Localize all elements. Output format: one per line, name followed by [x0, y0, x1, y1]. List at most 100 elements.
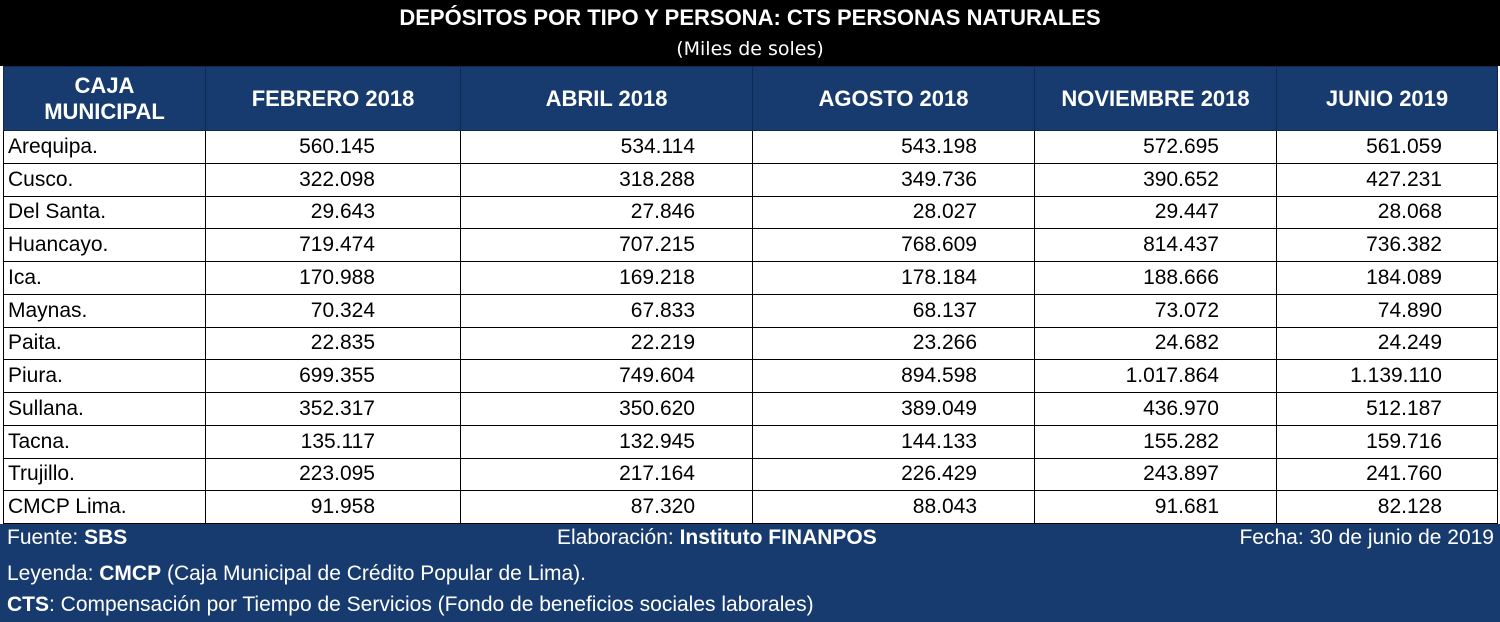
- table-cell: 894.598: [752, 359, 1035, 393]
- elaboration-note: Elaboración: Instituto FINANPOS: [557, 524, 877, 552]
- table-cell: 67.833: [460, 293, 753, 328]
- table-row: Maynas. 70.324 67.833 68.137 73.072 74.890: [3, 293, 1498, 328]
- table-cell: 243.897: [1034, 457, 1277, 492]
- table-row: Paita. 22.835 22.219 23.266 24.682 24.249: [3, 326, 1498, 361]
- table-cell: 132.945: [460, 424, 753, 459]
- column-header-caja-municipal: CAJA MUNICIPAL: [3, 66, 206, 131]
- cts-note: CTS: Compensación por Tiempo de Servicio…: [7, 591, 814, 619]
- row-label: Trujillo.: [3, 457, 206, 492]
- table-row: Sullana. 352.317 350.620 389.049 436.970 512.…: [3, 392, 1498, 426]
- table-cell: 22.835: [205, 326, 461, 361]
- column-header: AGOSTO 2018: [752, 66, 1035, 131]
- table-row: Piura. 699.355 749.604 894.598 1.017.864 1.13…: [3, 359, 1498, 393]
- source-value: SBS: [84, 526, 128, 549]
- row-label: Cusco.: [3, 162, 206, 197]
- legend-text: (Caja Municipal de Crédito Popular de Li…: [166, 562, 586, 585]
- row-label: CMCP Lima.: [3, 490, 206, 524]
- deposits-table: CAJA MUNICIPAL FEBRERO 2018 ABRIL 2018 A…: [3, 66, 1498, 524]
- table-cell: 159.716: [1276, 424, 1498, 459]
- table-cell: 349.736: [752, 162, 1035, 197]
- column-header: ABRIL 2018: [460, 66, 753, 131]
- cts-text: : Compensación por Tiempo de Servicios (…: [49, 593, 814, 616]
- table-cell: 749.604: [460, 359, 753, 393]
- table-cell: 82.128: [1276, 490, 1498, 524]
- legend-note: Leyenda: CMCP (Caja Municipal de Crédito…: [7, 560, 586, 588]
- column-header: FEBRERO 2018: [205, 66, 461, 131]
- table-cell: 226.429: [752, 457, 1035, 492]
- table-cell: 70.324: [205, 293, 461, 328]
- cts-abbreviation: CTS: [7, 593, 49, 616]
- table-cell: 23.266: [752, 326, 1035, 361]
- column-header: JUNIO 2019: [1276, 66, 1498, 131]
- table-cell: 389.049: [752, 392, 1035, 426]
- row-label: Huancayo.: [3, 228, 206, 262]
- row-label: Piura.: [3, 359, 206, 393]
- table-cell: 28.068: [1276, 195, 1498, 230]
- table-cell: 390.652: [1034, 162, 1277, 197]
- table-cell: 768.609: [752, 228, 1035, 262]
- table-cell: 170.988: [205, 261, 461, 295]
- table-row: Cusco. 322.098 318.288 349.736 390.652 427.23…: [3, 162, 1498, 197]
- table-cell: 27.846: [460, 195, 753, 230]
- table-row: Ica. 170.988 169.218 178.184 188.666 184.089: [3, 261, 1498, 295]
- table-cell: 91.681: [1034, 490, 1277, 524]
- date-note: Fecha: 30 de junio de 2019: [1239, 526, 1494, 549]
- table-row: Arequipa. 560.145 534.114 543.198 572.695 561…: [3, 130, 1498, 164]
- footer: Fuente: SBS Elaboración: Instituto FINAN…: [0, 524, 1500, 622]
- table-cell: 427.231: [1276, 162, 1498, 197]
- table-cell: 28.027: [752, 195, 1035, 230]
- table-cell: 352.317: [205, 392, 461, 426]
- table-cell: 184.089: [1276, 261, 1498, 295]
- table-cell: 560.145: [205, 130, 461, 164]
- table-row: Huancayo. 719.474 707.215 768.609 814.437 736…: [3, 228, 1498, 262]
- table-cell: 144.133: [752, 424, 1035, 459]
- source-note: Fuente: SBS: [7, 524, 127, 552]
- table-cell: 29.643: [205, 195, 461, 230]
- table-body: Arequipa. 560.145 534.114 543.198 572.695 561…: [3, 130, 1498, 524]
- table-row: Del Santa. 29.643 27.846 28.027 29.447 28.068: [3, 195, 1498, 230]
- title-bar: DEPÓSITOS POR TIPO Y PERSONA: CTS PERSON…: [0, 0, 1500, 66]
- table-row: Trujillo. 223.095 217.164 226.429 243.897 241…: [3, 457, 1498, 492]
- table-row: CMCP Lima. 91.958 87.320 88.043 91.681 82.128: [3, 490, 1498, 524]
- source-label: Fuente:: [7, 526, 79, 549]
- table-header-row: CAJA MUNICIPAL FEBRERO 2018 ABRIL 2018 A…: [3, 66, 1498, 131]
- table-cell: 572.695: [1034, 130, 1277, 164]
- table-cell: 223.095: [205, 457, 461, 492]
- column-header-line: CAJA: [74, 72, 135, 98]
- table-cell: 512.187: [1276, 392, 1498, 426]
- table-cell: 29.447: [1034, 195, 1277, 230]
- table-cell: 1.017.864: [1034, 359, 1277, 393]
- table-cell: 719.474: [205, 228, 461, 262]
- table-cell: 1.139.110: [1276, 359, 1498, 393]
- row-label: Maynas.: [3, 293, 206, 328]
- table-cell: 178.184: [752, 261, 1035, 295]
- row-label: Arequipa.: [3, 130, 206, 164]
- row-label: Ica.: [3, 261, 206, 295]
- legend-label: Leyenda:: [7, 562, 94, 585]
- table-cell: 135.117: [205, 424, 461, 459]
- table-cell: 24.682: [1034, 326, 1277, 361]
- table-cell: 814.437: [1034, 228, 1277, 262]
- row-label: Tacna.: [3, 424, 206, 459]
- elaboration-label: Elaboración:: [557, 526, 674, 549]
- table-cell: 22.219: [460, 326, 753, 361]
- table-cell: 350.620: [460, 392, 753, 426]
- table-cell: 87.320: [460, 490, 753, 524]
- table-cell: 436.970: [1034, 392, 1277, 426]
- table-cell: 68.137: [752, 293, 1035, 328]
- legend-abbreviation: CMCP: [99, 562, 162, 585]
- table-cell: 155.282: [1034, 424, 1277, 459]
- table-cell: 73.072: [1034, 293, 1277, 328]
- table-cell: 91.958: [205, 490, 461, 524]
- table-cell: 188.666: [1034, 261, 1277, 295]
- elaboration-value: Instituto FINANPOS: [679, 526, 877, 549]
- table-cell: 74.890: [1276, 293, 1498, 328]
- table-cell: 24.249: [1276, 326, 1498, 361]
- table-cell: 318.288: [460, 162, 753, 197]
- table-cell: 217.164: [460, 457, 753, 492]
- table-cell: 543.198: [752, 130, 1035, 164]
- table-cell: 707.215: [460, 228, 753, 262]
- table-cell: 322.098: [205, 162, 461, 197]
- table-row: Tacna. 135.117 132.945 144.133 155.282 159.71…: [3, 424, 1498, 459]
